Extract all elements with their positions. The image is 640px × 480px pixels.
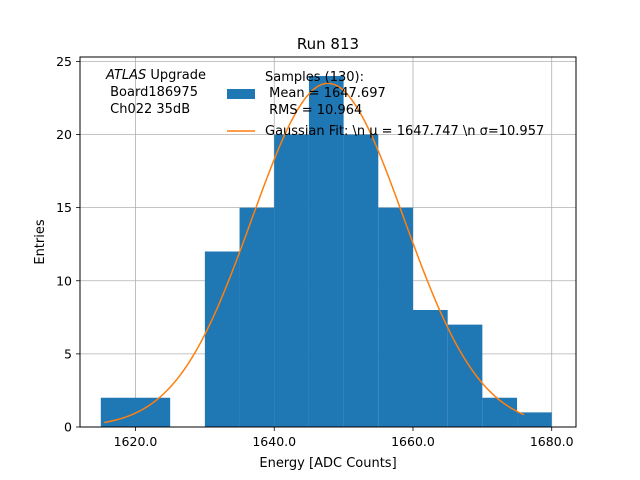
plot-frame xyxy=(79,56,577,428)
x-tick-label: 1640.0 xyxy=(252,434,296,449)
histogram-bars xyxy=(100,76,552,428)
legend-samples-line-3: RMS = 10.964 xyxy=(265,103,362,118)
y-tick-label: 25 xyxy=(56,54,72,69)
gaussian-fit-curve xyxy=(104,82,525,424)
legend-samples-line-2: Mean = 1647.697 xyxy=(265,86,386,101)
histogram-bar xyxy=(239,207,275,427)
axis-ticks: 1620.0 1640.0 1660.0 1680.0 0 5 10 15 20 25 xyxy=(56,54,574,449)
histogram-bar xyxy=(412,310,448,427)
x-tick-label: 1620.0 xyxy=(114,434,158,449)
y-tick-label: 20 xyxy=(56,127,72,142)
legend-samples-line-1: Samples (130): xyxy=(265,70,364,85)
x-axis-label: Energy [ADC Counts] xyxy=(259,456,396,471)
histogram-bar xyxy=(517,412,552,427)
legend: Samples (130): Mean = 1647.697 RMS = 10.… xyxy=(227,70,544,139)
legend-fit-label: Gaussian Fit: \n μ = 1647.747 \n σ=10.95… xyxy=(265,124,544,139)
annotation-line-3: Ch022 35dB xyxy=(106,102,190,117)
histogram-bar xyxy=(378,207,413,427)
annotation-rest: Upgrade xyxy=(146,68,206,83)
atlas-annotation: ATLAS Upgrade Board186975 Ch022 35dB xyxy=(105,68,206,117)
legend-samples-swatch xyxy=(227,89,255,99)
y-tick-label: 0 xyxy=(64,420,72,435)
annotation-italic: ATLAS xyxy=(105,68,146,83)
y-tick-label: 10 xyxy=(56,273,72,288)
x-tick-label: 1680.0 xyxy=(530,434,574,449)
histogram-bar xyxy=(482,397,518,427)
histogram-bar xyxy=(308,76,344,428)
annotation-line-2: Board186975 xyxy=(106,85,198,100)
y-tick-label: 15 xyxy=(56,200,72,215)
histogram-bar xyxy=(274,134,309,427)
gaussian-fit xyxy=(104,82,525,424)
histogram-bar xyxy=(343,134,379,427)
y-axis-label: Entries xyxy=(33,219,48,265)
x-tick-label: 1660.0 xyxy=(391,434,435,449)
annotation-line-1: ATLAS Upgrade xyxy=(105,68,206,83)
histogram-bar xyxy=(204,251,240,427)
chart-title: Run 813 xyxy=(297,35,359,53)
y-tick-label: 5 xyxy=(64,346,72,361)
